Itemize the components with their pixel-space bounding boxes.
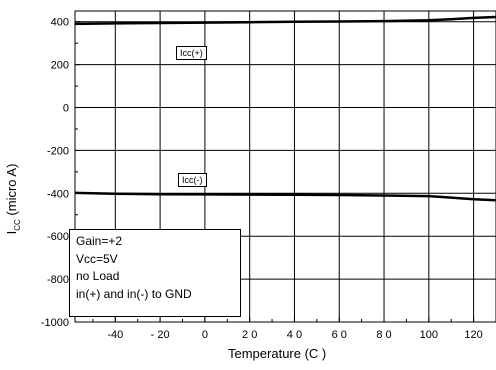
x-tick-label: 0 — [202, 329, 208, 341]
x-tick-label: 100 — [420, 329, 438, 341]
condition-vcc: Vcc=5V — [76, 251, 118, 266]
x-tick-label: 120 — [464, 329, 482, 341]
y-tick-label: -400 — [47, 188, 69, 200]
plot-frame — [74, 10, 496, 323]
y-axis-label-sub: CC — [12, 219, 22, 231]
x-tick-label: 6 0 — [332, 329, 347, 341]
y-tick-label: 400 — [51, 17, 69, 29]
y-axis-label-units: (micro A) — [4, 163, 20, 216]
x-tick-label: -40 — [107, 329, 123, 341]
y-tick-label: 0 — [63, 103, 69, 115]
x-tick-label: - 20 — [151, 329, 170, 341]
y-tick-label: -600 — [47, 231, 69, 243]
data-series — [74, 15, 496, 202]
y-axis-label-main: I — [4, 230, 20, 235]
condition-gain: Gain=+2 — [76, 234, 123, 248]
condition-load: no Load — [76, 269, 120, 283]
test-conditions-box: Gain=+2 Vcc=5V no Load in(+) and in(-) t… — [69, 229, 241, 317]
series-line-icc-minus — [74, 191, 496, 202]
condition-inputs: in(+) and in(-) to GND — [76, 286, 192, 301]
x-tick-label: 2 0 — [242, 329, 257, 341]
series-label-icc-plus: Icc(+) — [176, 46, 207, 60]
series-line-icc-plus — [74, 15, 496, 26]
tick-labels: -40 - 20 0 2 0 4 0 6 0 8 0 100 120 400 200 0 -200 -40… — [41, 17, 483, 341]
series-label-icc-minus: Icc(-) — [178, 173, 207, 187]
x-axis-label: Temperature (C ) — [228, 346, 327, 361]
x-tick-label: 4 0 — [287, 329, 302, 341]
y-tick-label: -800 — [47, 274, 69, 286]
x-tick-label: 8 0 — [376, 329, 391, 341]
y-tick-label: -200 — [47, 145, 69, 157]
y-tick-label: -1000 — [41, 317, 69, 329]
y-axis-label: ICC (micro A) — [2, 164, 24, 235]
y-tick-label: 200 — [51, 60, 69, 72]
